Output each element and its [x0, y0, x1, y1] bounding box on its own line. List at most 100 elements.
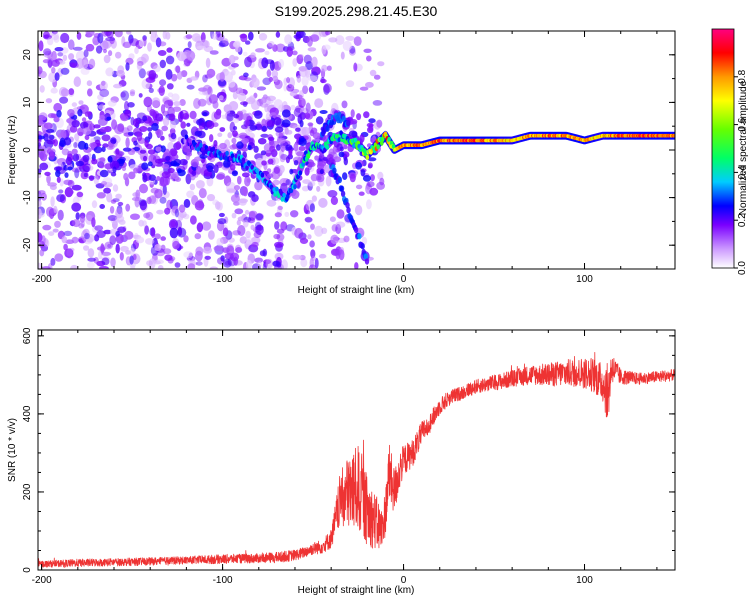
spectrogram-band-blob — [165, 155, 171, 162]
spectrogram-band-blob — [295, 127, 301, 132]
spectrogram-noise-blob — [142, 220, 147, 227]
spectrogram-band-blob — [139, 149, 147, 154]
spectrogram-band-blob — [258, 138, 267, 145]
spectrogram-noise-blob — [311, 56, 318, 68]
spectrogram-noise-blob — [314, 98, 324, 108]
spectrogram-noise-blob — [71, 102, 78, 107]
spectrogram-noise-blob — [88, 58, 96, 69]
spectrogram-ridge-core — [199, 142, 203, 148]
spectrogram-band-blob — [155, 146, 162, 152]
spectrogram-noise-blob — [47, 37, 54, 46]
spectrogram-noise-blob — [203, 246, 212, 254]
spectrogram-noise-blob — [54, 47, 64, 52]
spectrogram-noise-blob — [254, 257, 263, 263]
snr-axes: -200 -100 0 100 0 200 400 600 — [22, 327, 675, 586]
spectrogram-band-blob — [155, 158, 164, 164]
spectrogram-noise-blob — [99, 88, 110, 98]
spectrogram-band-blob — [148, 131, 153, 140]
spectrogram-noise-blob — [51, 32, 59, 41]
spectrogram-noise-blob — [98, 104, 105, 110]
spectrogram-noise-blob — [38, 241, 45, 248]
spectrogram-noise-blob — [237, 225, 246, 236]
spectrogram-ridge-core — [325, 144, 330, 150]
spectrogram-noise-blob — [218, 212, 225, 218]
spectrogram-noise-blob — [272, 260, 281, 267]
spectrogram-band-blob — [67, 109, 75, 117]
spectrogram-noise-blob — [164, 207, 171, 215]
spectrogram-marks — [38, 31, 675, 269]
spectrogram-noise-blob — [81, 230, 88, 241]
spectrogram-band-blob — [43, 122, 53, 130]
spectrogram-noise-blob — [281, 259, 288, 269]
spectrogram-noise-blob — [229, 110, 235, 115]
spectrogram-band-blob — [38, 135, 45, 140]
spectrogram-noise-blob — [358, 191, 365, 196]
spectrogram-band-blob — [209, 134, 214, 143]
spectrogram-noise-blob — [83, 172, 88, 178]
spectrogram-band-blob — [229, 164, 236, 171]
spectrogram-noise-blob — [259, 250, 266, 257]
spectrogram-noise-blob — [80, 67, 90, 75]
spectrogram-ridge-core — [245, 165, 249, 171]
spectrogram-noise-blob — [236, 219, 241, 226]
spectrogram-band-blob — [84, 134, 90, 141]
spectrogram-band-blob — [99, 157, 106, 162]
spectrogram-noise-blob — [47, 182, 57, 187]
spectrogram-band-blob — [43, 133, 49, 142]
spectrogram-band-blob — [77, 109, 83, 117]
spectrogram-band-blob — [156, 176, 161, 181]
spectrogram-noise-blob — [54, 220, 61, 228]
spectrogram-noise-blob — [245, 40, 251, 45]
spectrogram-noise-blob — [231, 118, 239, 124]
spectrogram-ridge-core — [260, 172, 265, 178]
spectrogram-noise-blob — [290, 210, 299, 218]
spectrogram-noise-blob — [186, 50, 196, 61]
spectrogram-noise-blob — [96, 192, 106, 199]
spectrogram-band-blob — [169, 113, 176, 122]
spectrogram-noise-blob — [45, 98, 53, 104]
spectrogram-noise-blob — [228, 54, 236, 64]
snr-y-tick-label: 200 — [22, 483, 33, 500]
spectrogram-noise-blob — [179, 99, 186, 106]
colorbar-tick-label: 0.0 — [737, 261, 748, 275]
spectrogram-band-blob — [39, 116, 47, 121]
spectrogram-noise-blob — [157, 50, 167, 56]
spectrogram-band-blob — [339, 146, 344, 152]
spectrogram-band-blob — [233, 113, 240, 119]
spectrogram-noise-blob — [218, 42, 226, 48]
spectrogram-band-blob — [170, 132, 177, 140]
spectrogram-noise-blob — [169, 120, 177, 130]
spectrogram-noise-blob — [125, 250, 131, 255]
spectrogram-noise-blob — [158, 85, 165, 97]
spectrogram-noise-blob — [81, 117, 87, 123]
spectrogram-noise-blob — [265, 258, 274, 269]
snr-series-line — [38, 352, 675, 568]
colorbar-gradient — [711, 28, 735, 269]
spectrogram-noise-blob — [232, 41, 241, 48]
spectrogram-noise-blob — [70, 264, 79, 269]
spectrogram-band-blob — [39, 150, 46, 160]
spectrogram-noise-blob — [183, 251, 194, 259]
spectrogram-noise-blob — [366, 199, 372, 210]
spectrogram-noise-blob — [159, 176, 169, 187]
spectrogram-noise-blob — [109, 206, 115, 214]
spectrogram-noise-blob — [377, 61, 385, 67]
spectrogram-ridge-core — [225, 150, 229, 156]
spectrogram-noise-blob — [294, 227, 304, 239]
spectrogram-band-blob — [319, 169, 324, 175]
spectrogram-noise-blob — [353, 36, 362, 46]
spectrogram-noise-blob — [101, 80, 106, 86]
spectrogram-noise-blob — [301, 75, 309, 87]
spectrogram-band-blob — [56, 110, 62, 118]
spectrogram-ridge-core — [298, 170, 303, 176]
spectrogram-noise-blob — [255, 157, 264, 168]
spectrogram-band-blob — [276, 137, 286, 144]
spectrogram-noise-blob — [162, 117, 170, 127]
spectrogram-noise-blob — [335, 221, 346, 228]
spectrogram-noise-blob — [103, 187, 111, 194]
spectrogram-noise-blob — [308, 86, 314, 94]
spectrogram-noise-blob — [215, 201, 221, 210]
spectrogram-noise-blob — [100, 243, 105, 254]
spectrogram-band-blob — [267, 173, 274, 178]
